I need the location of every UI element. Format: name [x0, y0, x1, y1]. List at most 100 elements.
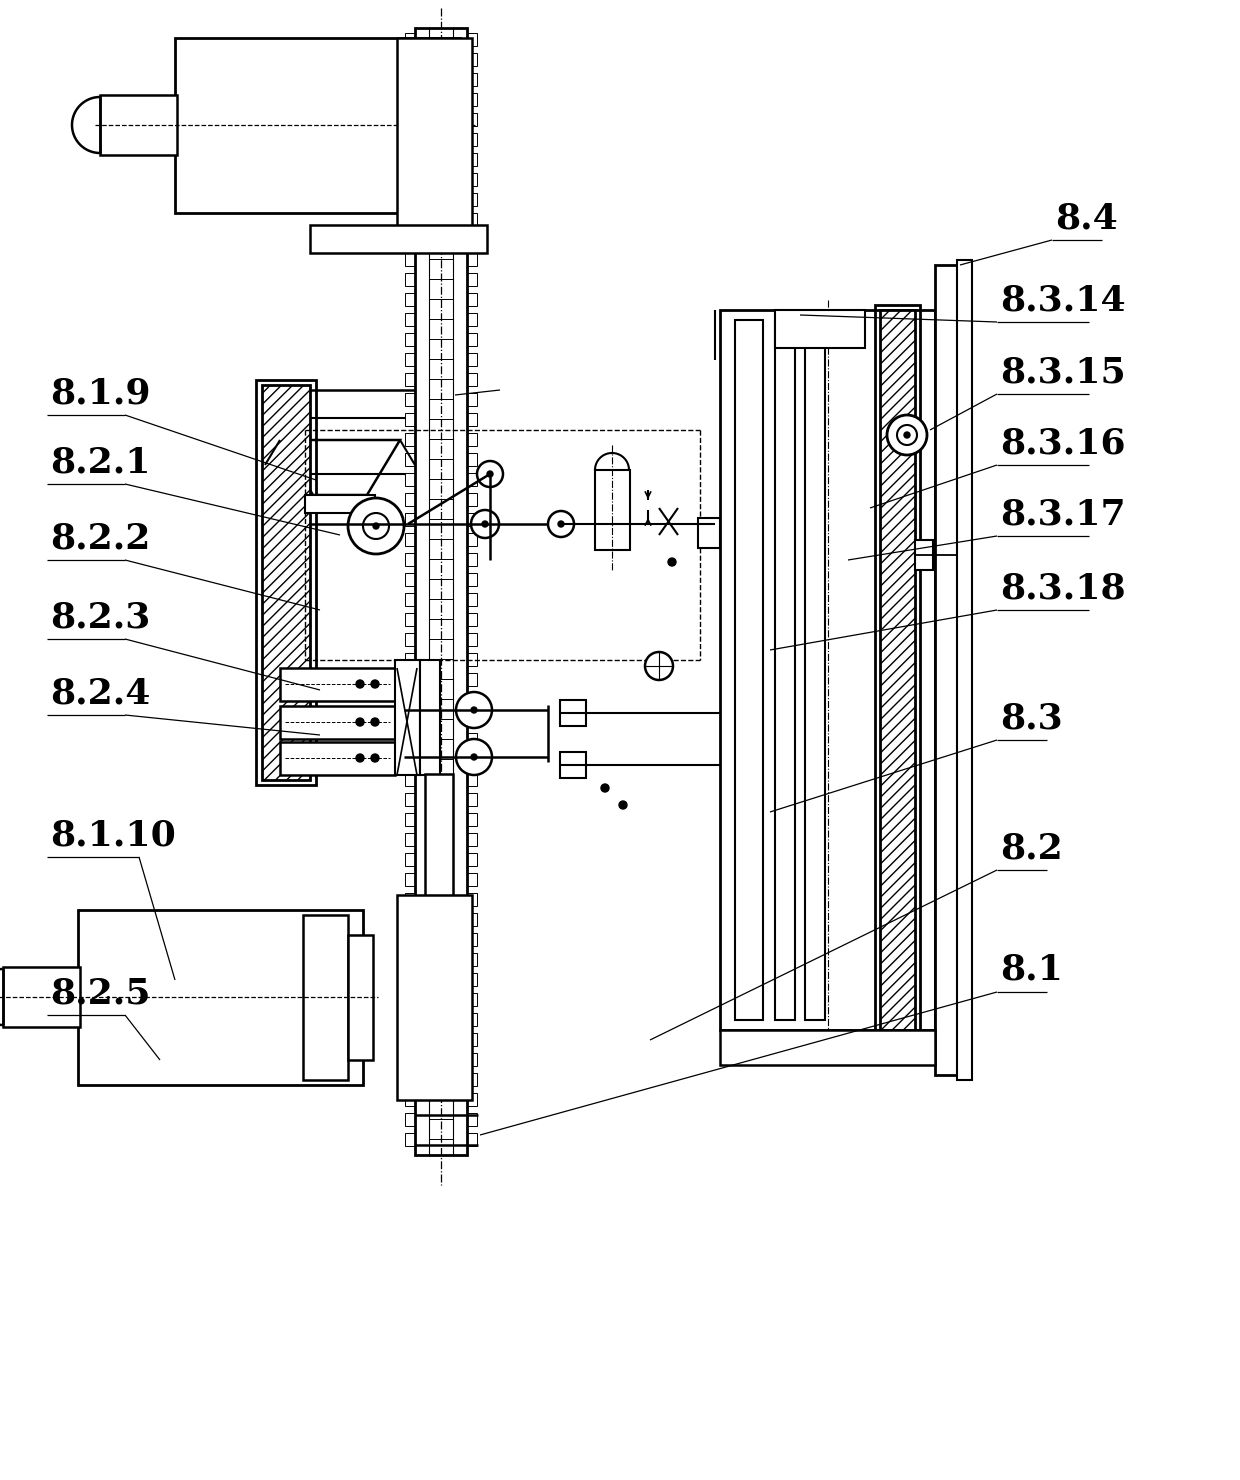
Circle shape — [371, 679, 379, 688]
Bar — [405, 833, 415, 847]
Bar — [560, 700, 587, 727]
Bar — [405, 773, 415, 786]
Bar — [467, 793, 477, 807]
Bar — [397, 895, 472, 1100]
Bar — [405, 1012, 415, 1026]
Bar — [467, 593, 477, 605]
Bar — [420, 660, 440, 776]
Bar — [405, 73, 415, 86]
Bar — [467, 1052, 477, 1066]
Bar — [305, 494, 374, 514]
Bar — [2, 966, 81, 1027]
Bar — [405, 892, 415, 906]
Bar — [467, 253, 477, 266]
Bar — [935, 265, 957, 1074]
Circle shape — [471, 753, 477, 761]
Bar — [405, 613, 415, 626]
Bar — [405, 192, 415, 206]
Bar — [467, 73, 477, 86]
Bar — [405, 514, 415, 525]
Bar — [405, 913, 415, 926]
Bar — [467, 892, 477, 906]
Bar — [467, 953, 477, 966]
Bar — [280, 741, 396, 776]
Bar — [405, 232, 415, 246]
Bar — [467, 533, 477, 546]
Bar — [735, 320, 763, 1020]
Bar — [775, 309, 866, 348]
Bar — [405, 373, 415, 386]
Circle shape — [548, 511, 574, 537]
Bar — [467, 753, 477, 767]
Bar — [405, 253, 415, 266]
Bar — [467, 1134, 477, 1146]
Bar — [405, 733, 415, 746]
Circle shape — [371, 718, 379, 727]
Text: 8.2.3: 8.2.3 — [50, 599, 150, 633]
Bar — [405, 793, 415, 807]
Bar — [303, 915, 348, 1080]
Bar — [467, 1033, 477, 1046]
Bar — [405, 453, 415, 466]
Text: 8.3.15: 8.3.15 — [999, 355, 1126, 389]
Bar — [405, 993, 415, 1006]
Text: 8.2.5: 8.2.5 — [50, 975, 150, 1009]
Bar — [405, 493, 415, 506]
Text: 8.3.18: 8.3.18 — [999, 571, 1126, 605]
Circle shape — [645, 653, 673, 679]
Circle shape — [487, 471, 494, 477]
Bar — [405, 852, 415, 866]
Bar — [875, 305, 920, 1035]
Bar — [405, 474, 415, 485]
Bar — [405, 1052, 415, 1066]
Bar — [405, 972, 415, 986]
Bar — [280, 667, 396, 702]
Bar — [467, 192, 477, 206]
Bar — [405, 112, 415, 126]
Bar — [405, 554, 415, 565]
Bar — [467, 633, 477, 645]
Bar — [405, 413, 415, 426]
Bar — [775, 320, 795, 1020]
Bar — [467, 213, 477, 226]
Bar — [467, 1113, 477, 1126]
Bar — [405, 434, 415, 445]
Circle shape — [363, 514, 389, 539]
Circle shape — [371, 753, 379, 762]
Text: 8.1.10: 8.1.10 — [50, 818, 176, 852]
Bar — [720, 309, 935, 1030]
Bar — [401, 43, 445, 209]
Bar — [467, 733, 477, 746]
Circle shape — [348, 497, 404, 554]
Bar — [467, 693, 477, 706]
Bar — [405, 573, 415, 586]
Bar — [405, 293, 415, 306]
Bar — [405, 813, 415, 826]
Bar — [880, 309, 915, 1030]
Bar — [467, 713, 477, 727]
Bar — [405, 873, 415, 887]
Bar — [467, 112, 477, 126]
Bar — [405, 633, 415, 645]
Bar — [405, 653, 415, 666]
Bar — [467, 573, 477, 586]
Text: 8.3.14: 8.3.14 — [999, 283, 1126, 317]
Bar — [467, 873, 477, 887]
Bar — [467, 373, 477, 386]
Bar — [467, 1094, 477, 1106]
Bar — [405, 593, 415, 605]
Bar — [405, 713, 415, 727]
Circle shape — [601, 784, 609, 792]
Text: 8.1.9: 8.1.9 — [50, 376, 150, 410]
Text: 8.2.1: 8.2.1 — [50, 445, 150, 480]
Bar — [405, 53, 415, 67]
Bar — [467, 852, 477, 866]
Bar — [405, 133, 415, 147]
Bar — [467, 932, 477, 946]
Bar — [310, 225, 487, 253]
Bar — [467, 653, 477, 666]
Bar — [467, 53, 477, 67]
Bar — [467, 232, 477, 246]
Circle shape — [456, 693, 492, 728]
Bar — [405, 394, 415, 406]
